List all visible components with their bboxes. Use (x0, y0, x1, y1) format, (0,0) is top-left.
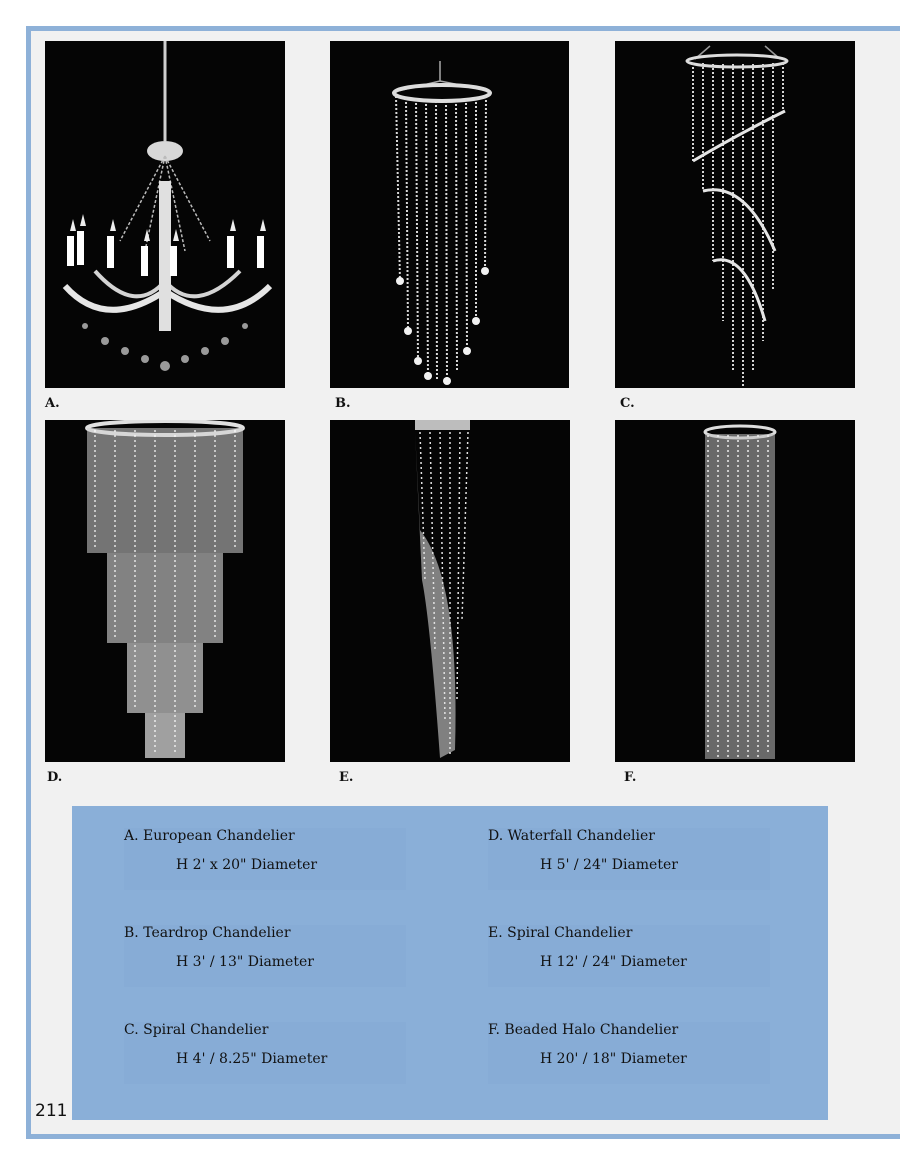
spec-name: B. Teardrop Chandelier (124, 925, 291, 941)
chandelier-photo-e (330, 420, 570, 762)
chandelier-photo-f (615, 420, 855, 762)
specifications-panel: A. European Chandelier H 2' x 20" Diamet… (72, 806, 828, 1120)
photo-caption-d: D. (47, 770, 63, 785)
spec-name: C. Spiral Chandelier (124, 1022, 269, 1038)
spec-item-d: D. Waterfall Chandelier H 5' / 24" Diame… (488, 828, 770, 890)
photo-caption-a: A. (45, 396, 60, 411)
spec-name: A. European Chandelier (124, 828, 295, 844)
spec-dimensions: H 20' / 18" Diameter (540, 1051, 687, 1067)
spec-item-f: F. Beaded Halo Chandelier H 20' / 18" Di… (488, 1022, 770, 1084)
spec-dimensions: H 5' / 24" Diameter (540, 857, 678, 873)
spec-item-e: E. Spiral Chandelier H 12' / 24" Diamete… (488, 925, 770, 987)
chandelier-photo-d (45, 420, 285, 762)
photo-caption-f: F. (624, 770, 637, 785)
photo-caption-e: E. (339, 770, 354, 785)
spec-item-b: B. Teardrop Chandelier H 3' / 13" Diamet… (124, 925, 406, 987)
chandelier-photo-b (330, 41, 569, 388)
spec-dimensions: H 2' x 20" Diameter (176, 857, 318, 873)
spec-dimensions: H 3' / 13" Diameter (176, 954, 314, 970)
chandelier-photo-c (615, 41, 855, 388)
spec-name: D. Waterfall Chandelier (488, 828, 655, 844)
spec-item-a: A. European Chandelier H 2' x 20" Diamet… (124, 828, 406, 890)
spec-item-c: C. Spiral Chandelier H 4' / 8.25" Diamet… (124, 1022, 406, 1084)
page-number: 211 (35, 1101, 68, 1121)
spec-name: E. Spiral Chandelier (488, 925, 633, 941)
spec-name: F. Beaded Halo Chandelier (488, 1022, 679, 1038)
spec-dimensions: H 12' / 24" Diameter (540, 954, 687, 970)
chandelier-photo-a (45, 41, 285, 388)
spec-dimensions: H 4' / 8.25" Diameter (176, 1051, 328, 1067)
photo-caption-c: C. (620, 396, 635, 411)
photo-caption-b: B. (335, 396, 351, 411)
